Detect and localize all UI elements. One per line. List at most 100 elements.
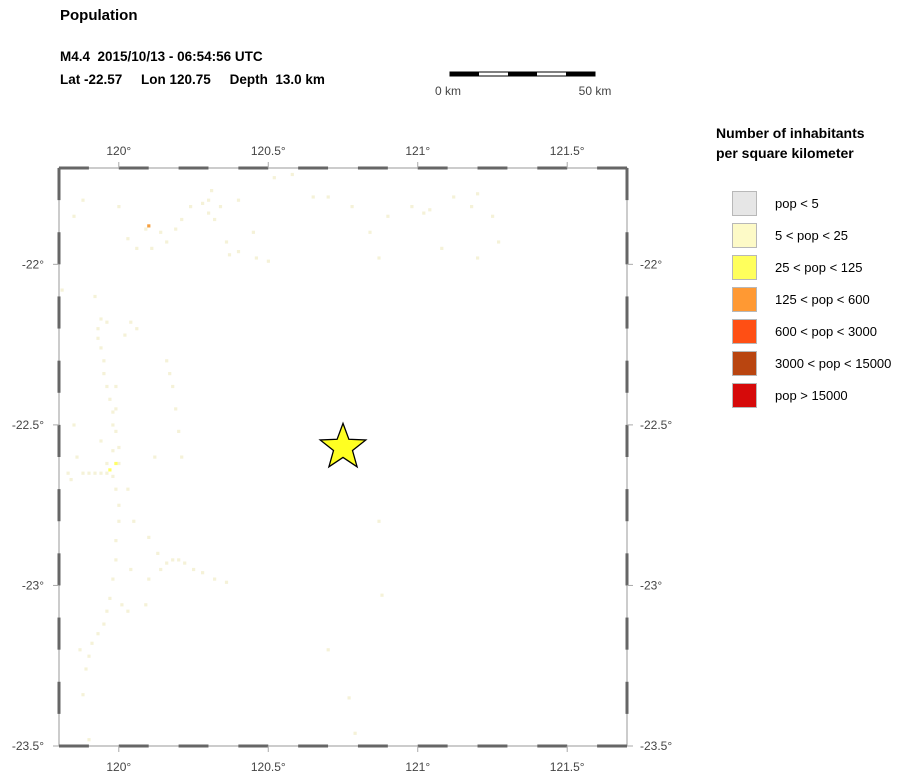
population-cell (311, 195, 315, 199)
population-cell (213, 217, 217, 222)
population-cell (347, 696, 351, 700)
lat-label-right: -22° (640, 257, 662, 271)
population-cell (114, 407, 118, 411)
population-cell (129, 567, 133, 572)
population-cell (180, 455, 184, 459)
population-cell (126, 237, 130, 241)
lon-label-bottom: 120.5° (251, 760, 286, 774)
population-cell (183, 561, 187, 565)
population-cell (81, 471, 85, 475)
population-cell (117, 445, 121, 450)
population-cell (114, 429, 118, 433)
population-cell (251, 230, 255, 234)
scale-bar-graphic (449, 71, 596, 77)
population-cell (75, 455, 79, 459)
population-cell (102, 359, 106, 363)
population-cell (201, 201, 205, 205)
population-cell (171, 384, 175, 389)
lat-label-left: -22° (22, 257, 44, 271)
legend-label: 3000 < pop < 15000 (775, 355, 892, 371)
lon-label-bottom: 121° (405, 760, 430, 774)
population-cell (159, 567, 163, 572)
population-cell (96, 336, 100, 340)
population-cell (87, 738, 91, 742)
population-cell (105, 461, 109, 466)
legend-label: 5 < pop < 25 (775, 227, 849, 243)
population-cell (135, 327, 139, 331)
population-cell (476, 256, 480, 260)
population-cell (210, 189, 214, 193)
population-cell (102, 622, 106, 626)
page-title: Population (60, 7, 138, 24)
population-cell (428, 208, 432, 212)
population-cell (117, 461, 121, 466)
population-cell (123, 333, 127, 337)
population-cell (227, 253, 232, 257)
legend-item-pop-600-3000: 600 < pop < 3000 (732, 315, 891, 347)
lon-label-bottom: 120° (106, 760, 131, 774)
population-cell (60, 288, 64, 292)
population-cell (135, 246, 139, 250)
population-cell (108, 596, 112, 600)
population-cell (165, 561, 169, 565)
population-cell (90, 641, 94, 645)
legend-item-pop-gt-15000: pop > 15000 (732, 379, 891, 411)
population-cell (114, 487, 118, 491)
population-cell (207, 211, 211, 215)
population-cell (254, 256, 258, 260)
scale-end-label: 50 km (579, 84, 612, 98)
epicenter-star-icon (318, 421, 368, 469)
population-cell (96, 632, 100, 636)
population-cell (150, 246, 154, 250)
population-cell (99, 439, 103, 443)
population-cell (96, 327, 100, 331)
population-cell (81, 693, 85, 697)
population-cell (87, 654, 91, 658)
population-cell (171, 558, 175, 562)
population-cell (93, 471, 97, 475)
population-cell (129, 320, 133, 324)
population-cell-orange (147, 224, 151, 228)
population-cell (422, 211, 426, 215)
population-cell (72, 214, 76, 218)
population-cell (147, 535, 151, 539)
legend-swatch (732, 254, 757, 280)
population-cell-yellow (108, 468, 112, 472)
population-cell (177, 429, 181, 433)
population-cell (144, 227, 148, 231)
lon-label-top: 121° (405, 144, 430, 158)
population-cell (78, 648, 82, 652)
population-cell (93, 294, 97, 299)
population-cell (165, 359, 169, 363)
population-cell-yellow (114, 461, 118, 466)
population-cell (189, 205, 193, 209)
legend-label: 125 < pop < 600 (775, 291, 870, 307)
population-cell (99, 317, 103, 321)
population-cell (476, 192, 480, 196)
lat-label-left: -23° (22, 578, 44, 592)
population-cell (470, 205, 474, 209)
population-cell (81, 198, 85, 202)
population-cell (132, 519, 136, 523)
population-cell (111, 449, 115, 453)
lat-label-left: -22.5° (12, 418, 44, 432)
population-cell (156, 551, 160, 555)
scale-start-label: 0 km (435, 84, 461, 98)
lon-label-top: 120° (106, 144, 131, 158)
population-cell (368, 230, 372, 234)
population-cell (350, 205, 354, 209)
population-cell (174, 407, 178, 411)
legend-title-line1: Number of inhabitants (716, 125, 865, 141)
population-cell (272, 176, 276, 180)
population-cell (120, 603, 124, 607)
lon-label-top: 120.5° (251, 144, 286, 158)
legend-swatch (732, 318, 757, 344)
legend-item-pop-25-125: 25 < pop < 125 (732, 251, 891, 283)
population-cell (165, 240, 169, 244)
population-cell (353, 731, 357, 735)
population-cell (201, 571, 205, 575)
legend-swatch (732, 190, 757, 216)
legend-label: pop > 15000 (775, 387, 848, 403)
population-cell (102, 372, 106, 376)
map-frame (57, 166, 629, 748)
